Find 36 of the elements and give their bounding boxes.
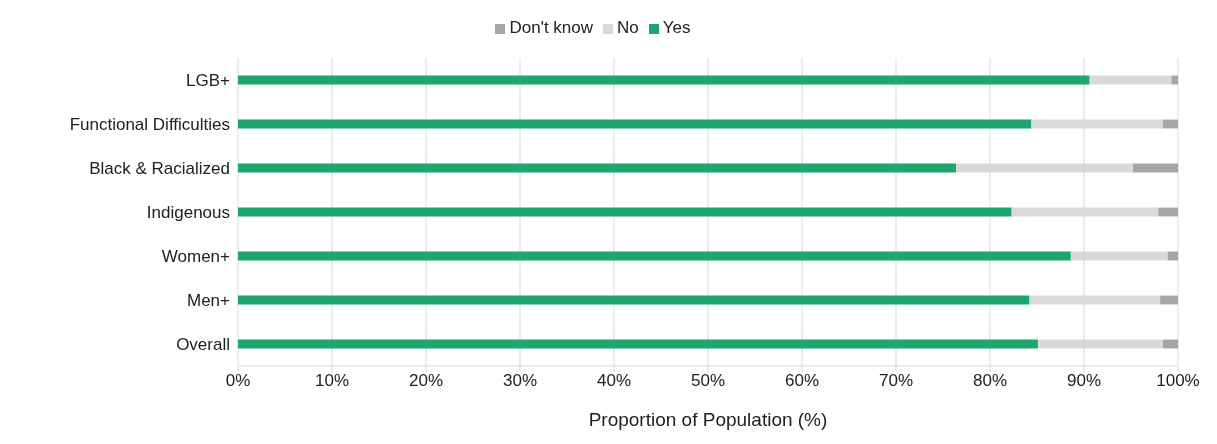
- bar: [1162, 119, 1178, 129]
- bar: [238, 119, 1032, 129]
- x-tick-label: 40%: [596, 371, 632, 391]
- y-tick-label: Functional Difficulties: [69, 115, 230, 135]
- y-tick-label: Overall: [176, 335, 230, 355]
- x-tick-label: 30%: [502, 371, 538, 391]
- x-tick-label: 70%: [878, 371, 914, 391]
- x-tick-label: 90%: [1066, 371, 1102, 391]
- bar: [238, 251, 1071, 261]
- x-tick-label: 20%: [408, 371, 444, 391]
- bar: [238, 295, 1030, 305]
- bar: [1160, 295, 1178, 305]
- y-tick-label: LGB+: [186, 71, 231, 91]
- bar: [1089, 75, 1172, 85]
- x-tick-label: 10%: [314, 371, 350, 391]
- bar: [1158, 207, 1178, 217]
- bar: [238, 339, 1038, 349]
- y-tick-label: Women+: [161, 247, 231, 267]
- bar: [1162, 339, 1178, 349]
- bar: [1132, 163, 1178, 173]
- bar: [238, 163, 957, 173]
- bar: [238, 207, 1012, 217]
- y-tick-label: Indigenous: [146, 203, 230, 223]
- x-tick-label: 60%: [784, 371, 820, 391]
- legend-label: No: [617, 18, 639, 37]
- x-tick-label: 50%: [690, 371, 726, 391]
- y-tick-label: Men+: [187, 291, 231, 311]
- y-tick-label: Black & Racialized: [89, 159, 230, 179]
- legend-label: Yes: [662, 18, 691, 37]
- bar: [238, 75, 1090, 85]
- bar: [1171, 75, 1178, 85]
- x-axis-title: Proportion of Population (%): [588, 409, 828, 430]
- x-tick-label: 100%: [1156, 371, 1200, 391]
- legend-label: Don't know: [509, 18, 594, 37]
- x-tick-label: 80%: [972, 371, 1008, 391]
- x-tick-label: 0%: [225, 371, 251, 391]
